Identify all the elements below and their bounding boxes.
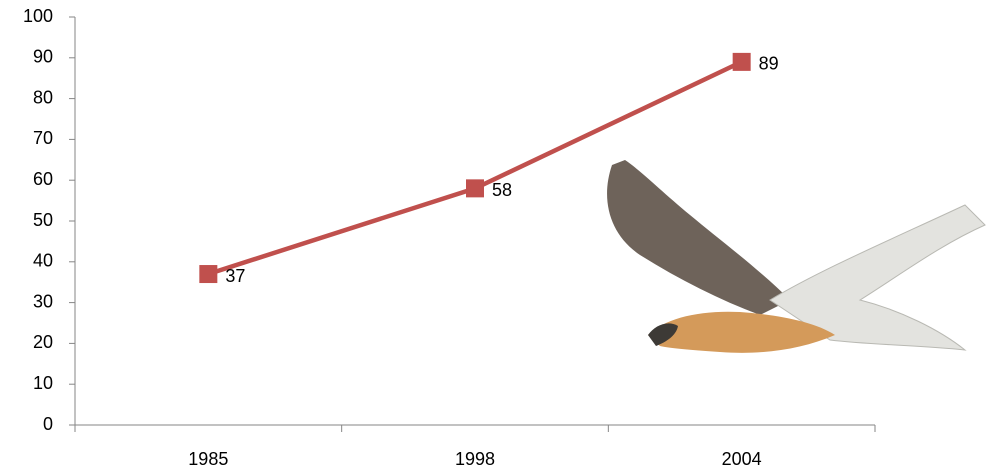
y-tick-label: 70 xyxy=(33,128,53,148)
x-tick-label: 1985 xyxy=(188,449,228,469)
y-tick-label: 20 xyxy=(33,332,53,352)
y-tick-label: 80 xyxy=(33,87,53,107)
y-tick-label: 40 xyxy=(33,251,53,271)
x-tick-label: 1998 xyxy=(455,449,495,469)
data-label: 89 xyxy=(759,54,779,74)
data-marker xyxy=(199,265,218,284)
y-tick-label: 50 xyxy=(33,210,53,230)
data-label: 37 xyxy=(225,266,245,286)
data-label: 58 xyxy=(492,180,512,200)
data-marker xyxy=(732,52,751,71)
y-tick-label: 90 xyxy=(33,47,53,67)
bird-far-wing xyxy=(769,204,986,351)
bird-body xyxy=(648,311,835,353)
y-tick-label: 60 xyxy=(33,169,53,189)
y-tick-label: 30 xyxy=(33,291,53,311)
y-tick-label: 10 xyxy=(33,373,53,393)
bird-head xyxy=(648,323,678,346)
bird-illustration xyxy=(607,160,986,353)
y-tick-label: 100 xyxy=(23,6,53,26)
bird-near-wing xyxy=(607,160,790,315)
x-tick-label: 2004 xyxy=(722,449,762,469)
y-tick-label: 0 xyxy=(43,414,53,434)
data-marker xyxy=(466,179,484,198)
